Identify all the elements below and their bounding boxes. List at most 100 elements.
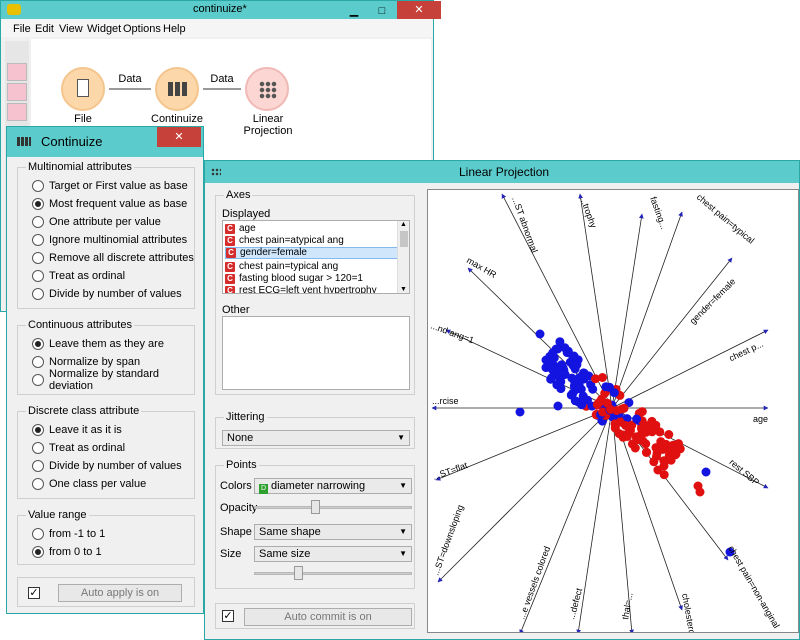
size-select[interactable]: Same size ▼	[254, 546, 412, 562]
radio-target-first-base[interactable]: Target or First value as base	[32, 178, 188, 194]
data-point[interactable]	[535, 329, 545, 339]
data-point[interactable]	[555, 337, 565, 347]
data-point[interactable]	[541, 363, 551, 373]
menu-file[interactable]: File	[13, 23, 31, 35]
shape-select[interactable]: Same shape ▼	[254, 524, 412, 540]
size-slider-handle[interactable]	[294, 566, 303, 580]
data-point[interactable]	[619, 403, 629, 413]
radio-divide-by-values[interactable]: Divide by number of values	[32, 286, 182, 302]
data-point[interactable]	[609, 388, 619, 398]
data-point[interactable]	[552, 380, 562, 390]
anchor-axis-line[interactable]	[611, 211, 683, 409]
data-point[interactable]	[598, 373, 607, 382]
data-point[interactable]	[515, 407, 525, 417]
data-point[interactable]	[665, 453, 675, 463]
data-point[interactable]	[615, 417, 625, 427]
radio-leave-as-they-are[interactable]: Leave them as they are	[32, 336, 164, 352]
menu-widget[interactable]: Widget	[87, 23, 122, 35]
data-point[interactable]	[664, 430, 674, 439]
anchor-axis-line[interactable]	[435, 407, 613, 481]
data-point[interactable]	[655, 427, 665, 437]
data-point[interactable]	[569, 351, 579, 361]
data-point[interactable]	[626, 425, 635, 435]
menu-view[interactable]: View	[59, 23, 83, 35]
toolbox-table-icon[interactable]	[7, 63, 27, 81]
radio-class-divide-values[interactable]: Divide by number of values	[32, 458, 182, 474]
data-point[interactable]	[695, 487, 705, 497]
data-point[interactable]	[641, 427, 651, 437]
radio-one-class-per-value[interactable]: One class per value	[32, 476, 146, 492]
opacity-slider[interactable]	[254, 500, 412, 514]
anchor-axis-line[interactable]	[578, 193, 613, 409]
scroll-up-arrow-icon[interactable]: ▲	[400, 221, 407, 228]
data-point[interactable]	[541, 355, 551, 365]
data-point[interactable]	[725, 547, 735, 557]
radio-class-treat-ordinal[interactable]: Treat as ordinal	[32, 440, 125, 456]
anchor-axis-line[interactable]	[576, 407, 613, 633]
radio-normalize-stddev[interactable]: Normalize by standard deviation	[32, 368, 194, 392]
data-point[interactable]	[572, 383, 582, 393]
anchor-axis-line[interactable]	[437, 407, 613, 583]
radio-ignore-multinomial[interactable]: Ignore multinomial attributes	[32, 232, 187, 248]
data-point[interactable]	[556, 361, 566, 371]
data-point[interactable]	[630, 443, 640, 453]
data-point[interactable]	[591, 374, 600, 384]
radio-range-minus1-1[interactable]: from -1 to 1	[32, 526, 105, 542]
data-point[interactable]	[570, 396, 580, 406]
data-point[interactable]	[598, 407, 608, 417]
node-continuize[interactable]	[155, 67, 199, 111]
menu-edit[interactable]: Edit	[35, 23, 54, 35]
radio-one-attribute-per-value[interactable]: One attribute per value	[32, 214, 161, 230]
radio-treat-ordinal[interactable]: Treat as ordinal	[32, 268, 125, 284]
data-point[interactable]	[701, 467, 711, 477]
auto-commit-button[interactable]: Auto commit is on	[244, 608, 412, 626]
data-point[interactable]	[578, 391, 588, 401]
data-point[interactable]	[558, 370, 568, 380]
size-slider[interactable]	[254, 566, 412, 580]
data-point[interactable]	[641, 439, 651, 449]
opacity-slider-handle[interactable]	[311, 500, 320, 514]
scrollbar-thumb[interactable]	[400, 231, 408, 247]
anchor-axis-line[interactable]	[611, 213, 644, 409]
data-point[interactable]	[649, 457, 659, 467]
radio-normalize-span[interactable]: Normalize by span	[32, 354, 140, 370]
auto-commit-checkbox[interactable]: ✓	[222, 610, 234, 622]
data-point[interactable]	[637, 407, 647, 417]
projection-plot[interactable]: age rest SBP chest pain=non-anginal cholest…	[427, 189, 799, 633]
toolbox-scatter-icon[interactable]	[7, 83, 27, 101]
data-point[interactable]	[601, 382, 611, 392]
data-point[interactable]	[659, 470, 669, 480]
data-point[interactable]	[622, 414, 632, 424]
data-point[interactable]	[570, 364, 580, 374]
scroll-down-arrow-icon[interactable]: ▼	[400, 286, 407, 293]
toolbox-tree-icon[interactable]	[7, 103, 27, 121]
maximize-button[interactable]: □	[378, 5, 386, 17]
menu-help[interactable]: Help	[163, 23, 186, 35]
node-file[interactable]	[61, 67, 105, 111]
anchor-axis-line[interactable]	[611, 407, 635, 633]
radio-leave-it-as-is[interactable]: Leave it as it is	[32, 422, 122, 438]
radio-most-frequent-base[interactable]: Most frequent value as base	[32, 196, 187, 212]
close-button[interactable]: ✕	[397, 1, 441, 19]
data-point[interactable]	[673, 440, 683, 450]
data-point[interactable]	[647, 416, 657, 426]
data-point[interactable]	[606, 404, 615, 414]
anchor-axis-line[interactable]	[519, 407, 613, 633]
auto-apply-checkbox[interactable]: ✓	[28, 587, 40, 599]
data-point[interactable]	[594, 398, 604, 408]
anchor-axis-line[interactable]	[611, 329, 769, 409]
minimize-button[interactable]: ▁	[349, 5, 359, 17]
radio-remove-discrete[interactable]: Remove all discrete attributes	[32, 250, 194, 266]
data-point[interactable]	[586, 380, 596, 390]
data-point[interactable]	[656, 437, 666, 447]
anchor-axis-line[interactable]	[501, 193, 613, 409]
radio-range-0-1[interactable]: from 0 to 1	[32, 544, 102, 560]
jittering-select[interactable]: None ▼	[222, 430, 410, 446]
